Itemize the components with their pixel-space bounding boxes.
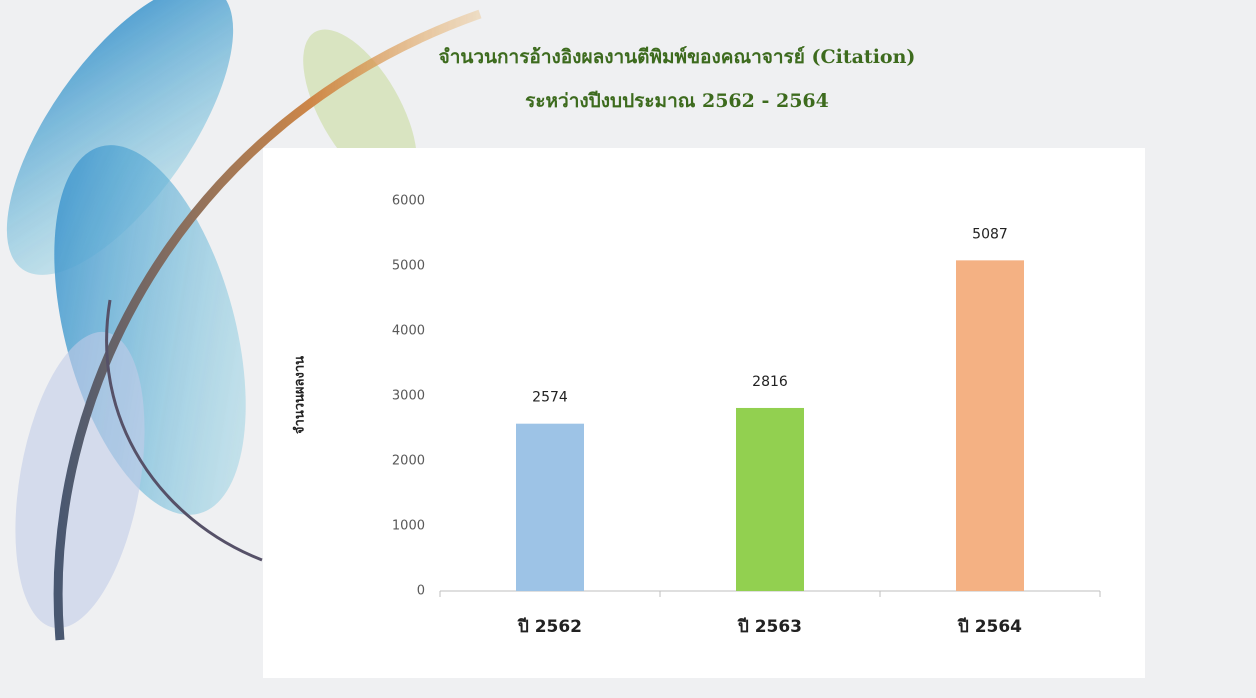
y-tick-label: 3000: [392, 389, 425, 404]
y-tick-label: 1000: [392, 519, 425, 534]
chart-title: จำนวนการอ้างอิงผลงานตีพิมพ์ของคณาจารย์ (…: [439, 46, 916, 68]
x-tick-label: ปี 2562: [517, 616, 582, 637]
y-tick-label: 5000: [392, 259, 425, 274]
x-tick-label: ปี 2563: [737, 616, 802, 637]
bar: [516, 423, 584, 591]
value-label: 2816: [752, 374, 788, 390]
value-label: 2574: [532, 390, 568, 406]
x-tick-label: ปี 2564: [957, 616, 1022, 637]
y-axis-label: จำนวนผลงาน: [292, 356, 308, 434]
y-tick-label: 2000: [392, 454, 425, 469]
value-label: 5087: [972, 226, 1008, 242]
chart-subtitle: ระหว่างปีงบประมาณ 2562 - 2564: [525, 90, 829, 112]
bar: [736, 407, 804, 591]
y-tick-label: 4000: [392, 324, 425, 339]
y-tick-label: 6000: [392, 194, 425, 209]
y-tick-label: 0: [417, 584, 425, 599]
bar: [956, 260, 1024, 591]
